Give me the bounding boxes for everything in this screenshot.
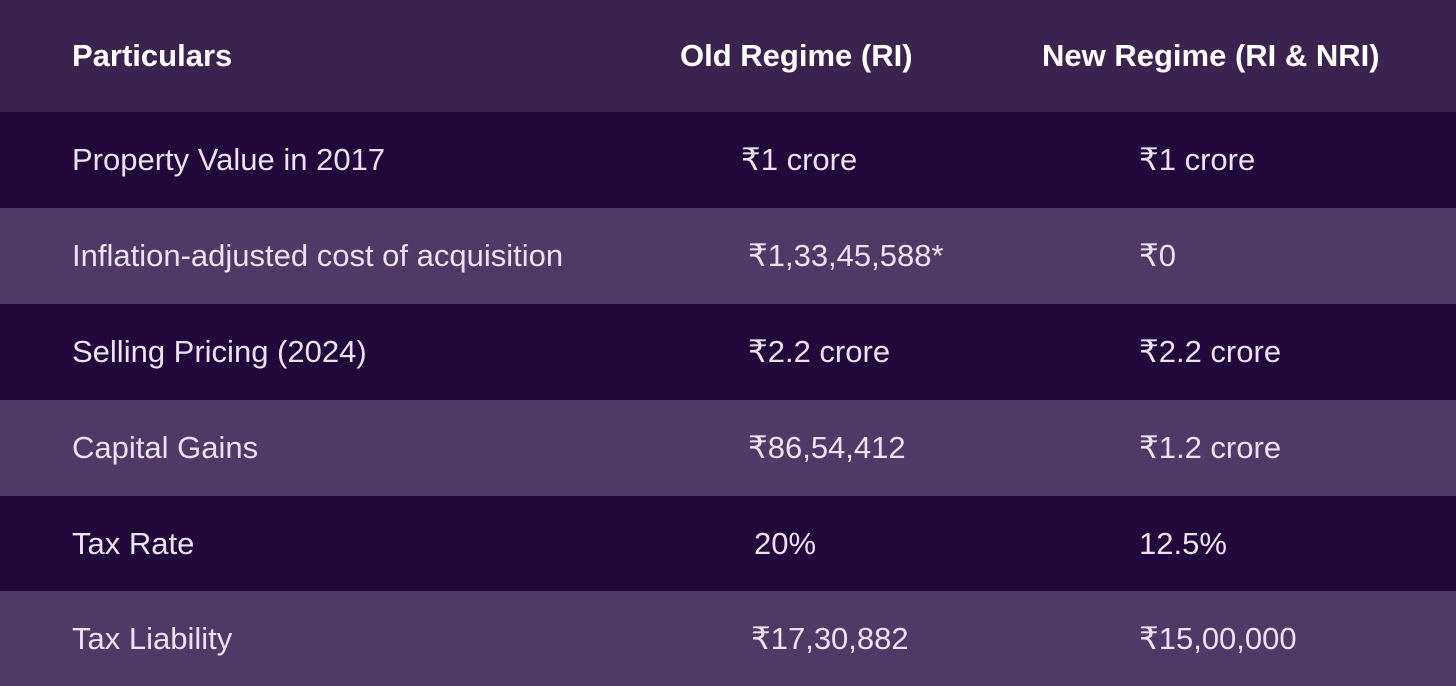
new-regime-value: ₹15,00,000 — [1139, 620, 1297, 656]
new-regime-value: 12.5% — [1139, 525, 1227, 561]
old-regime-value: ₹17,30,882 — [751, 620, 909, 656]
row-label: Tax Liability — [72, 620, 233, 656]
table-row: Tax Rate 20% 12.5% — [0, 496, 1456, 591]
old-regime-value: ₹86,54,412 — [748, 430, 906, 465]
header-particulars: Particulars — [72, 38, 233, 73]
table-row: Inflation-adjusted cost of acquisition ₹… — [0, 208, 1456, 304]
table-header-row: Particulars Old Regime (RI) New Regime (… — [0, 0, 1456, 112]
header-old-regime: Old Regime (RI) — [680, 38, 913, 73]
row-label: Tax Rate — [72, 525, 195, 561]
row-label: Property Value in 2017 — [72, 142, 386, 177]
table-row: Capital Gains ₹86,54,412 ₹1.2 crore — [0, 400, 1456, 496]
new-regime-value: ₹2.2 crore — [1139, 334, 1282, 369]
new-regime-value: ₹1.2 crore — [1139, 430, 1282, 465]
old-regime-value: ₹1 crore — [741, 142, 858, 177]
row-label: Capital Gains — [72, 430, 259, 465]
old-regime-value: ₹1,33,45,588* — [748, 238, 944, 273]
old-regime-value: 20% — [754, 525, 817, 561]
old-regime-value: ₹2.2 crore — [748, 334, 891, 369]
header-new-regime: New Regime (RI & NRI) — [1042, 38, 1380, 73]
table-row: Selling Pricing (2024) ₹2.2 crore ₹2.2 c… — [0, 304, 1456, 400]
table-row: Property Value in 2017 ₹1 crore ₹1 crore — [0, 112, 1456, 208]
row-label: Inflation-adjusted cost of acquisition — [72, 238, 564, 273]
row-label: Selling Pricing (2024) — [72, 334, 367, 369]
new-regime-value: ₹1 crore — [1139, 142, 1256, 177]
new-regime-value: ₹0 — [1139, 238, 1176, 273]
table-row: Tax Liability ₹17,30,882 ₹15,00,000 — [0, 591, 1456, 686]
